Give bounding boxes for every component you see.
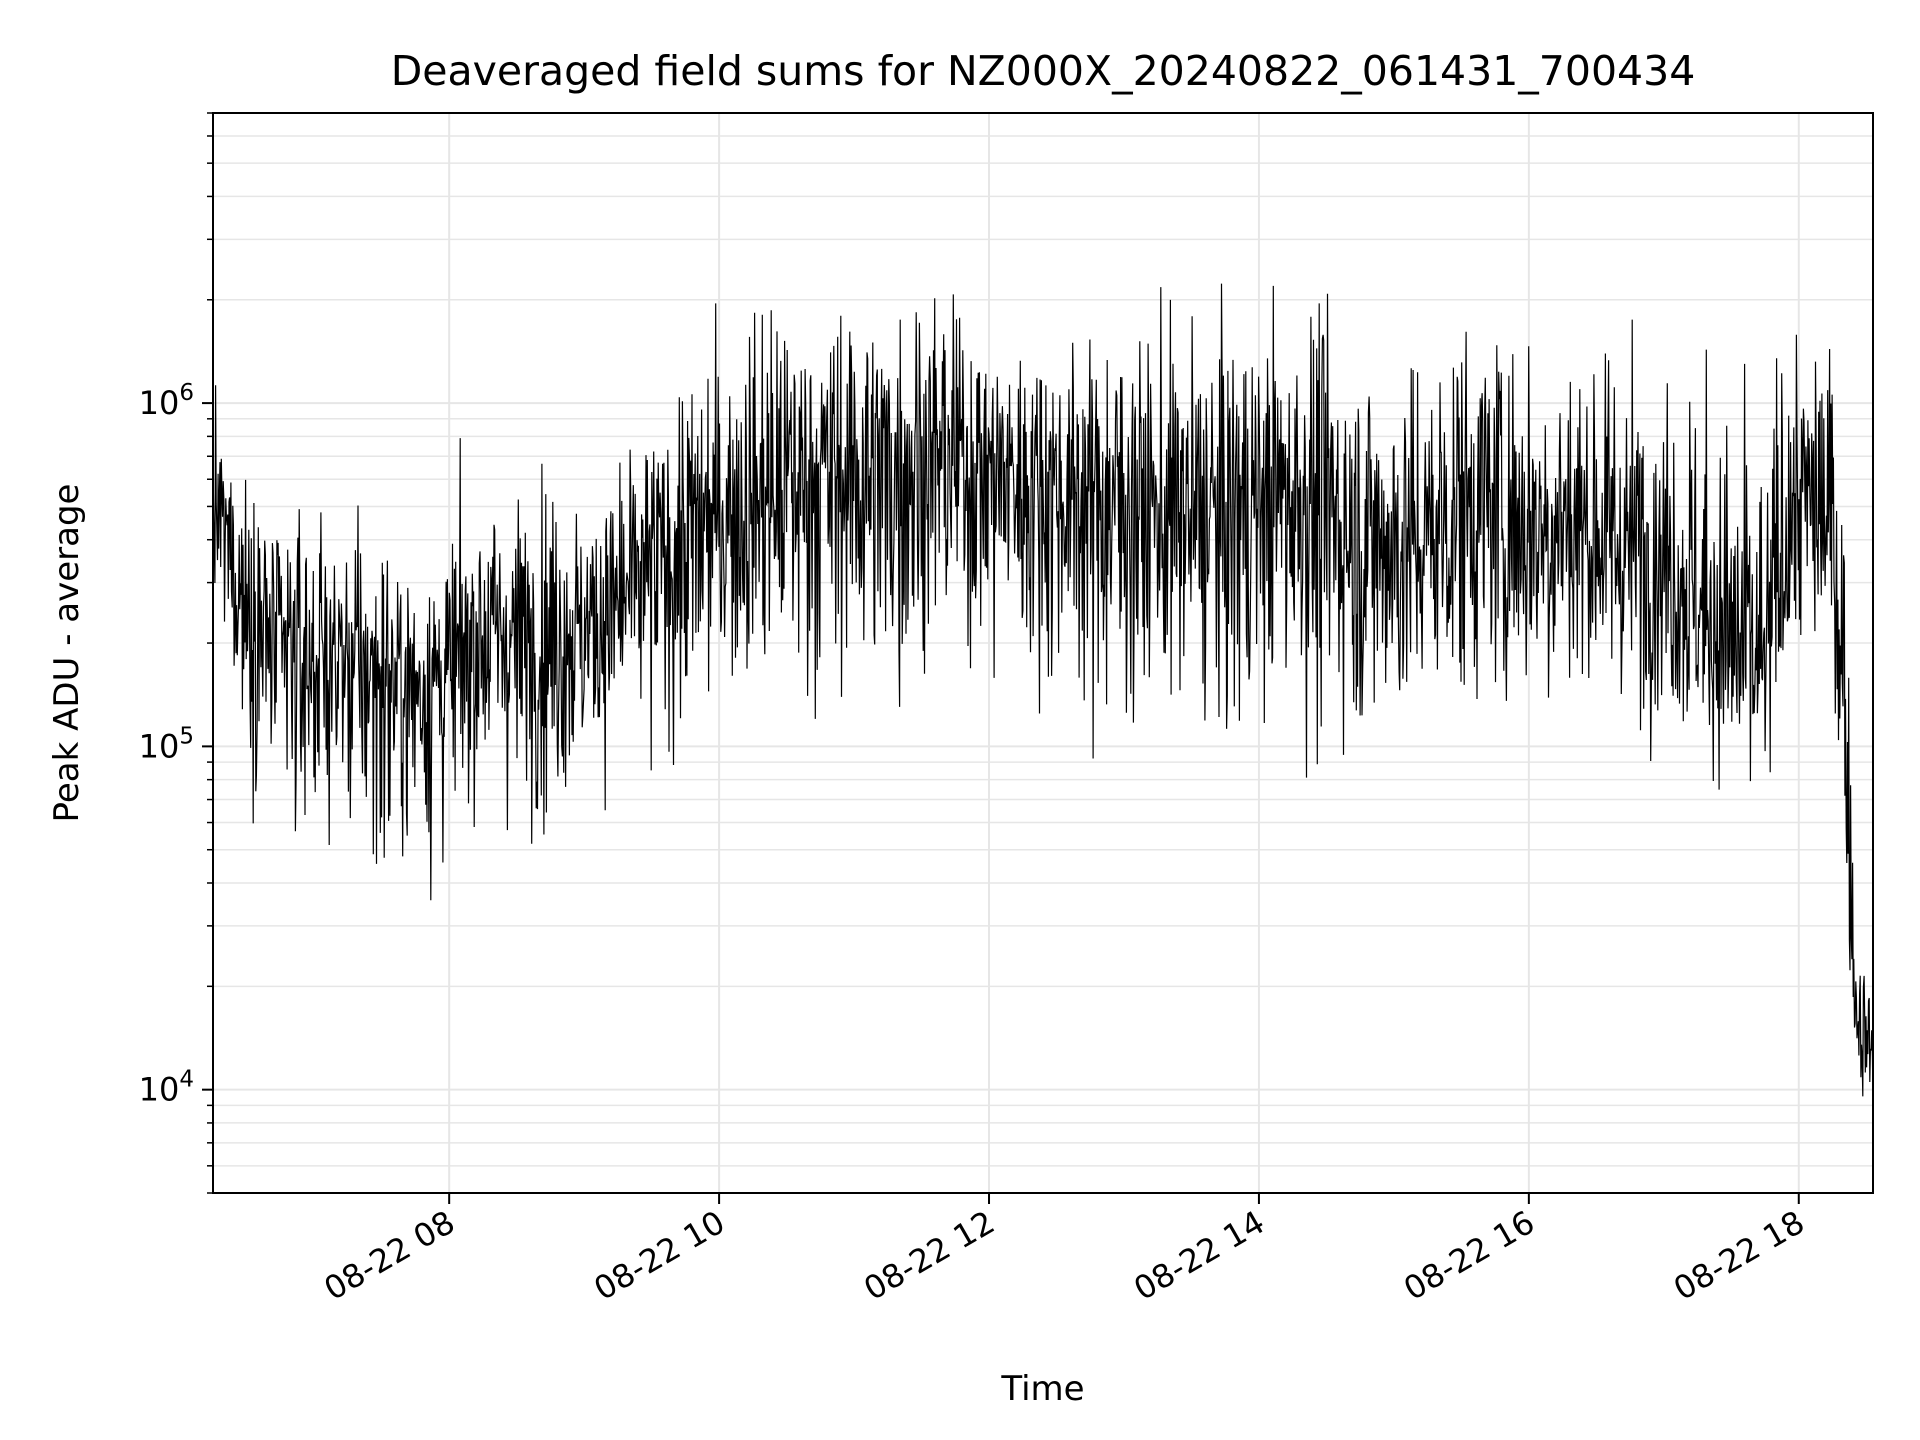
x-axis-label: Time — [1000, 1369, 1084, 1409]
plot-frame — [212, 112, 1874, 1194]
y-tick-label: 104 — [139, 1067, 194, 1109]
series-line — [212, 283, 1874, 1100]
chart-title: Deaveraged field sums for NZ000X_2024082… — [391, 47, 1696, 95]
y-tick-label: 106 — [139, 380, 194, 422]
y-axis-label: Peak ADU - average — [47, 484, 87, 823]
series-layer — [212, 283, 1874, 1100]
y-axis-ticks: 104 105 106 — [139, 112, 213, 1194]
y-tick-label: 105 — [139, 723, 194, 765]
